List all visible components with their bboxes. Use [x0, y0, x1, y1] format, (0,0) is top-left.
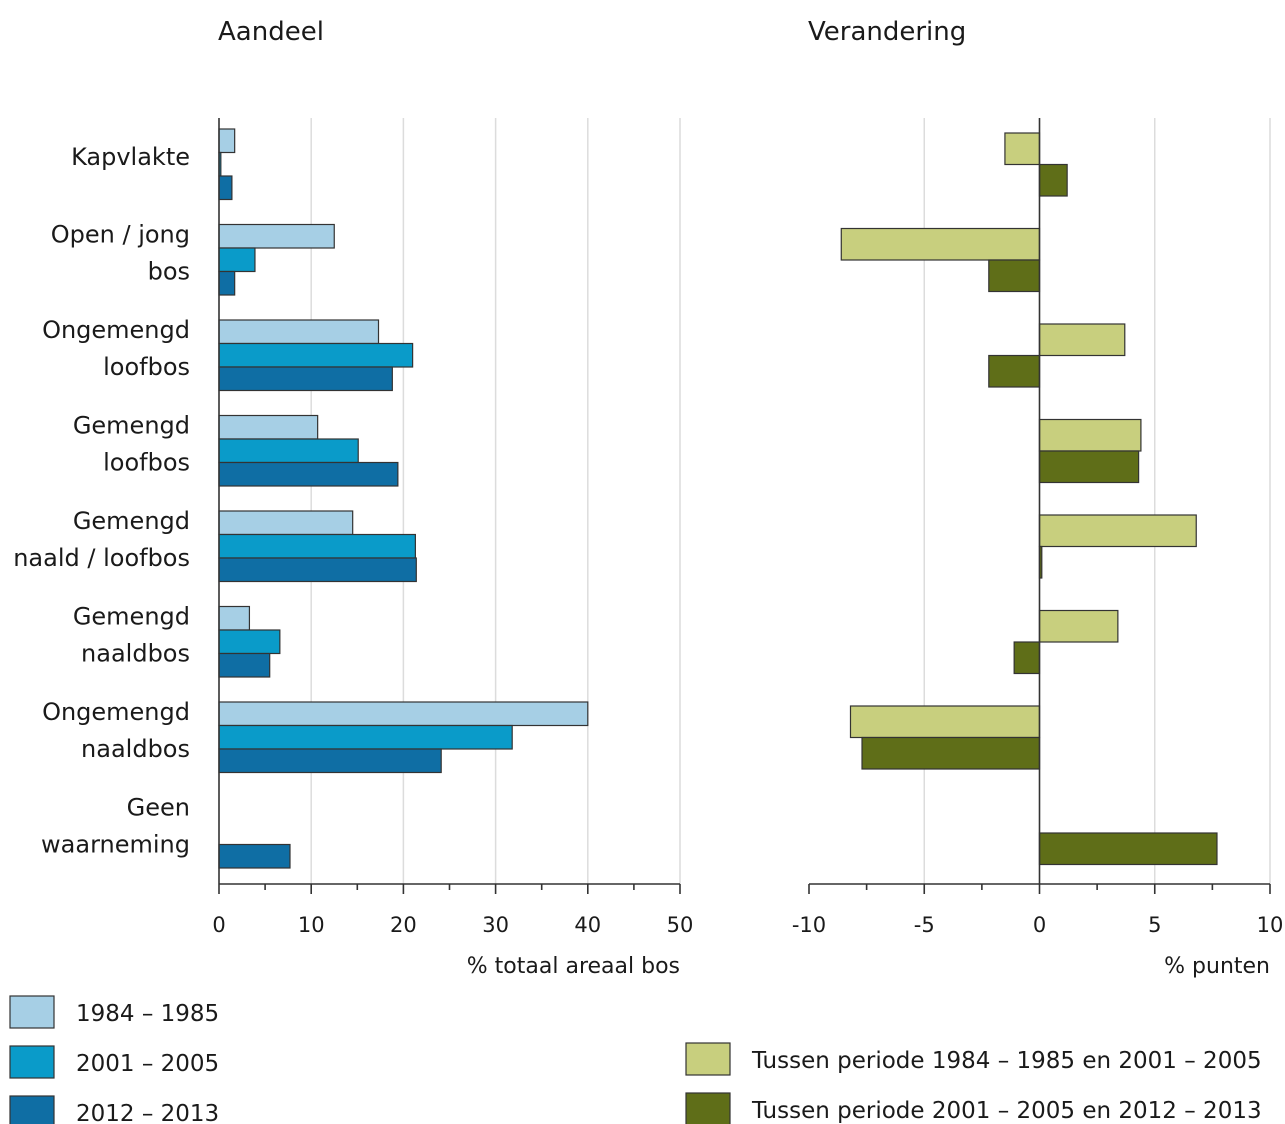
right-tick-label: 10 — [1257, 913, 1284, 937]
category-label-ongemengd: Ongemengd — [42, 316, 190, 344]
change-bar-1-kapvlakte — [1004, 132, 1041, 166]
right-axis: -10 -5 0 5 10 — [792, 118, 1284, 937]
right-panel-title: Verandering — [808, 17, 966, 47]
legend-label-2012-2013: 2012 – 2013 — [76, 1101, 219, 1124]
category-label-naaldbos: naaldbos — [81, 735, 190, 763]
change-bar-2-gemengd-naaldbos — [1013, 641, 1041, 675]
change-bar-1-gemengd-naald-loofbos — [1038, 514, 1197, 548]
bar-1984-1985-gemengd-naald-loofbos — [218, 510, 354, 536]
category-label-gemengd: Gemengd — [73, 412, 190, 440]
legend-label-1984-1985: 1984 – 1985 — [76, 1001, 219, 1027]
category-label-open-jong: Open / jong — [51, 221, 190, 249]
category-label-naaldbos: naaldbos — [81, 640, 190, 668]
change-bar-1-open-jong-bos — [840, 227, 1041, 261]
bar-2012-2013-ongemengd-loofbos — [218, 366, 393, 392]
left-tick-label: 20 — [390, 913, 417, 937]
category-label-loofbos: loofbos — [103, 353, 190, 381]
left-axis: 0 10 20 30 40 50 — [212, 118, 693, 937]
right-tick-label: 0 — [1033, 913, 1046, 937]
bar-2001-2005-gemengd-naaldbos — [218, 629, 281, 655]
bar-2012-2013-kapvlakte — [218, 175, 233, 201]
left-tick-label: 0 — [212, 913, 225, 937]
bar-1984-1985-kapvlakte — [218, 128, 236, 154]
category-label-waarneming: waarneming — [41, 831, 190, 859]
bar-2001-2005-gemengd-loofbos — [218, 438, 359, 464]
legend-label-2001-2005: 2001 – 2005 — [76, 1051, 219, 1077]
legend-label-change-1: Tussen periode 1984 – 1985 en 2001 – 200… — [751, 1048, 1262, 1074]
change-bar-2-ongemengd-loofbos — [988, 354, 1041, 388]
bar-2001-2005-ongemengd-naaldbos — [218, 724, 513, 750]
category-label-loofbos: loofbos — [103, 449, 190, 477]
change-bar-2-open-jong-bos — [988, 259, 1041, 293]
category-labels: Kapvlakte Open / jong bos Ongemengd loofbos G… — [13, 143, 190, 859]
left-legend: 1984 – 1985 2001 – 2005 2012 – 2013 — [9, 995, 219, 1124]
change-bar-1-ongemengd-naaldbos — [849, 705, 1041, 739]
category-label-naald-loofbos: naald / loofbos — [13, 544, 190, 572]
category-label-bos: bos — [148, 258, 190, 286]
change-bar-2-ongemengd-naaldbos — [861, 736, 1041, 770]
bar-1984-1985-open-jong-bos — [218, 223, 335, 249]
category-label-geen: Geen — [127, 794, 190, 822]
bar-2001-2005-open-jong-bos — [218, 247, 256, 273]
category-label-kapvlakte: Kapvlakte — [71, 143, 190, 171]
legend-swatch-1984-1985 — [9, 995, 55, 1029]
category-label-gemengd: Gemengd — [73, 603, 190, 631]
left-x-axis-label: % totaal areaal bos — [467, 954, 680, 979]
left-panel-title: Aandeel — [218, 17, 324, 47]
bar-2012-2013-gemengd-naaldbos — [218, 652, 271, 678]
change-bar-2-geen-waarneming — [1038, 832, 1218, 866]
bar-2012-2013-open-jong-bos — [218, 270, 236, 296]
bar-1984-1985-ongemengd-loofbos — [218, 319, 380, 345]
right-tick-label: -5 — [914, 913, 935, 937]
category-label-ongemengd: Ongemengd — [42, 698, 190, 726]
legend-swatch-2001-2005 — [9, 1045, 55, 1079]
right-x-axis-label: % punten — [1164, 954, 1270, 979]
bar-2001-2005-ongemengd-loofbos — [218, 342, 414, 368]
right-tick-label: 5 — [1148, 913, 1161, 937]
right-legend: Tussen periode 1984 – 1985 en 2001 – 200… — [685, 1042, 1262, 1124]
change-bar-1-gemengd-naaldbos — [1038, 609, 1119, 643]
bar-1984-1985-gemengd-naaldbos — [218, 605, 251, 631]
bar-1984-1985-ongemengd-naaldbos — [218, 701, 589, 727]
left-tick-label: 50 — [667, 913, 694, 937]
left-tick-label: 30 — [482, 913, 509, 937]
right-tick-label: -10 — [792, 913, 826, 937]
legend-swatch-change-2 — [685, 1092, 731, 1124]
bar-1984-1985-gemengd-loofbos — [218, 414, 319, 440]
bar-2012-2013-gemengd-loofbos — [218, 461, 399, 487]
change-bar-2-kapvlakte — [1038, 163, 1068, 197]
right-bars — [840, 132, 1218, 866]
left-tick-label: 40 — [574, 913, 601, 937]
bar-2012-2013-geen-waarneming — [218, 843, 291, 869]
change-bar-1-ongemengd-loofbos — [1038, 323, 1126, 357]
category-label-gemengd: Gemengd — [73, 507, 190, 535]
legend-label-change-2: Tussen periode 2001 – 2005 en 2012 – 201… — [751, 1098, 1262, 1124]
left-tick-label: 10 — [298, 913, 325, 937]
legend-swatch-change-1 — [685, 1042, 731, 1076]
bar-2001-2005-gemengd-naald-loofbos — [218, 533, 416, 559]
change-bar-2-gemengd-loofbos — [1038, 450, 1140, 484]
change-bar-1-gemengd-loofbos — [1038, 418, 1142, 452]
bar-2012-2013-ongemengd-naaldbos — [218, 748, 442, 774]
left-bars — [218, 128, 589, 869]
bar-2012-2013-gemengd-naald-loofbos — [218, 557, 417, 583]
legend-swatch-2012-2013 — [9, 1095, 55, 1124]
